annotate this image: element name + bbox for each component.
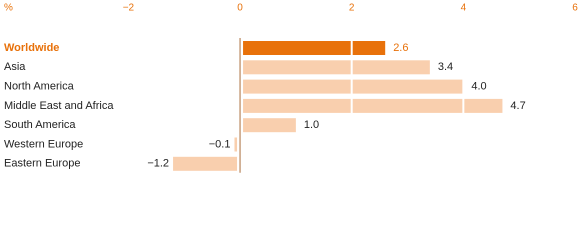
category-label: Asia [4,61,26,73]
x-tick-label: 2 [349,3,355,14]
value-label: 2.6 [393,42,408,54]
bar [243,98,503,113]
value-label: −1.2 [147,158,169,170]
value-label: 1.0 [304,119,319,131]
bar [234,137,238,152]
x-tick-label: −2 [123,3,135,14]
category-label: Western Europe [4,138,83,150]
bar [243,79,464,94]
value-label: 4.0 [471,81,486,93]
bar [243,118,296,133]
x-tick-label: 6 [572,3,578,14]
category-label: Eastern Europe [4,158,80,170]
x-tick-label: 4 [461,3,467,14]
value-label: 3.4 [438,61,453,73]
value-label: −0.1 [209,138,231,150]
value-label: 4.7 [510,100,525,112]
x-tick-label: 0 [237,3,243,14]
category-label: Middle East and Africa [4,100,114,112]
chart: % Worldwide 2.6 Asia 3.4 North America 4.0 Mid… [4,3,578,173]
category-label: North America [4,81,75,93]
bar [173,156,238,171]
bar [243,41,386,55]
axis-unit: % [4,3,13,14]
category-label: South America [4,119,76,131]
category-label: Worldwide [4,42,59,54]
bar [243,60,430,75]
